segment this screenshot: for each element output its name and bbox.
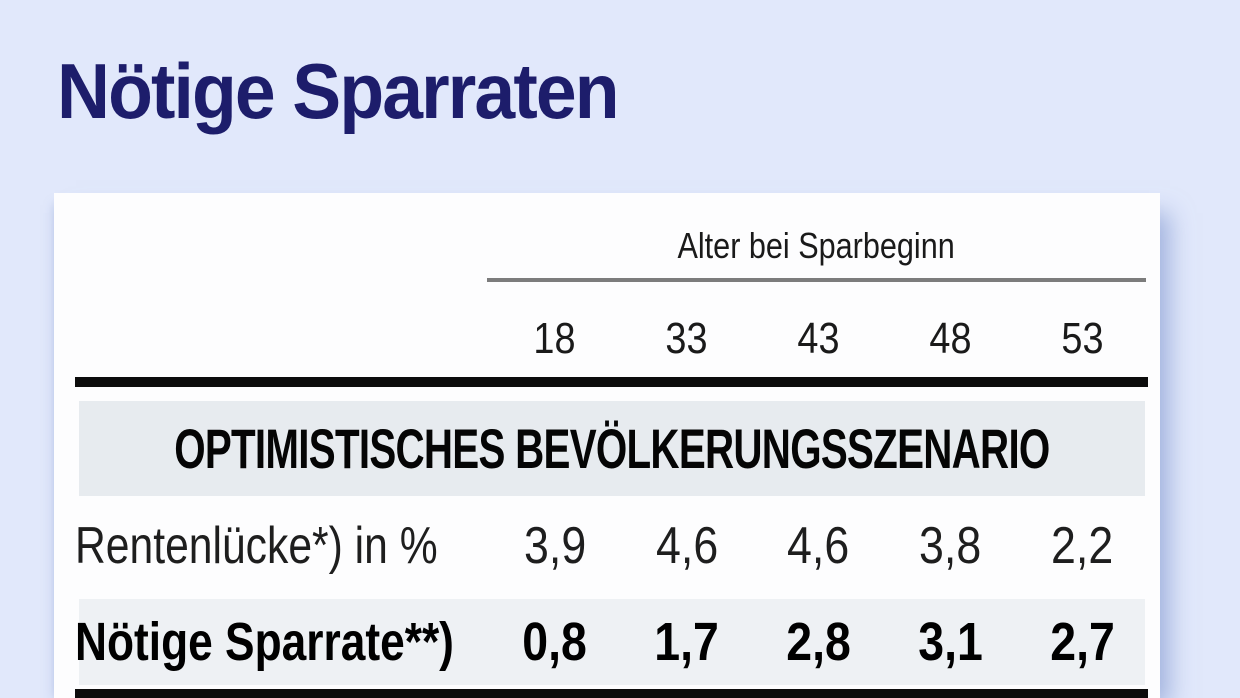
column-group-underline: [487, 278, 1146, 282]
column-header: 18: [489, 314, 621, 364]
table-cell: 3,9: [489, 516, 621, 576]
table-cell: 4,6: [621, 516, 753, 576]
highlight-row-band: [79, 599, 1145, 685]
top-rule: [75, 377, 1148, 387]
cell-value: 4,6: [655, 517, 718, 575]
table-cell: 2,7: [1016, 611, 1148, 673]
section-header-band: OPTIMISTISCHES BEVÖLKERUNGSSZENARIO: [79, 401, 1145, 496]
row-label: Rentenlücke*) in %: [75, 516, 489, 576]
column-header-label: 33: [665, 314, 708, 363]
table-cell: 2,8: [753, 611, 885, 673]
row-label: Nötige Sparrate**): [75, 611, 489, 673]
row-label-text: Nötige Sparrate**): [75, 612, 454, 672]
table-cell: 3,1: [884, 611, 1016, 673]
table-cell: 0,8: [489, 611, 621, 673]
bottom-rule: [75, 689, 1148, 698]
cell-value: 3,8: [919, 517, 982, 575]
section-header-label: OPTIMISTISCHES BEVÖLKERUNGSSZENARIO: [174, 417, 1050, 480]
table-row: Rentenlücke*) in % 3,9 4,6 4,6 3,8 2,2: [75, 497, 1148, 595]
column-headers-row: 18 33 43 48 53: [75, 313, 1148, 365]
column-header-label: 43: [797, 314, 840, 363]
table-row: Nötige Sparrate**) 0,8 1,7 2,8 3,1 2,7: [75, 599, 1148, 685]
cell-value: 4,6: [787, 517, 850, 575]
row-label-text: Rentenlücke*) in %: [75, 517, 438, 575]
table-panel: Alter bei Sparbeginn 18 33 43 48 53 OPTI…: [54, 193, 1160, 698]
table-cell: 3,8: [884, 516, 1016, 576]
column-group-header-label: Alter bei Sparbeginn: [677, 225, 956, 266]
table-cell: 2,2: [1016, 516, 1148, 576]
column-header: 53: [1016, 314, 1148, 364]
column-header: 33: [621, 314, 753, 364]
column-group-header: Alter bei Sparbeginn: [487, 205, 1146, 267]
cell-value: 2,2: [1050, 517, 1114, 575]
cell-value: 2,7: [1049, 612, 1115, 672]
column-header-label: 48: [929, 314, 972, 363]
cell-value: 2,8: [786, 612, 851, 672]
table-cell: 4,6: [753, 516, 885, 576]
cell-value: 3,1: [918, 612, 983, 672]
page-title-text: Nötige Sparraten: [57, 47, 620, 135]
table-cell: 1,7: [621, 611, 753, 673]
column-header-label: 18: [533, 314, 576, 363]
cell-value: 0,8: [522, 612, 588, 672]
cell-value: 1,7: [654, 612, 719, 672]
column-header-label: 53: [1061, 314, 1104, 363]
column-header: 43: [753, 314, 885, 364]
page-title: Nötige Sparraten: [57, 45, 653, 139]
column-header: 48: [884, 314, 1016, 364]
cell-value: 3,9: [523, 517, 586, 575]
